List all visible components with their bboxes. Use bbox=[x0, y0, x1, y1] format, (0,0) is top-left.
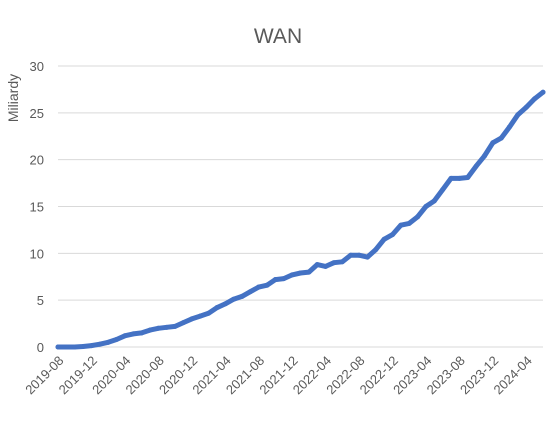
x-axis-ticks: 2019-082019-122020-042020-082020-122021-… bbox=[22, 353, 535, 397]
data-point bbox=[364, 254, 370, 260]
data-point bbox=[323, 263, 329, 269]
data-point bbox=[281, 276, 287, 282]
y-tick-label: 20 bbox=[30, 153, 44, 168]
data-point bbox=[122, 333, 128, 339]
data-point bbox=[289, 272, 295, 278]
y-tick-label: 15 bbox=[30, 200, 44, 215]
data-point bbox=[381, 236, 387, 242]
data-point bbox=[55, 344, 61, 350]
chart-title: WAN bbox=[254, 25, 302, 48]
data-point bbox=[348, 252, 354, 258]
data-point bbox=[97, 341, 103, 347]
data-point bbox=[264, 282, 270, 288]
data-point bbox=[448, 175, 454, 181]
data-point bbox=[490, 140, 496, 146]
data-point bbox=[373, 247, 379, 253]
data-point bbox=[465, 174, 471, 180]
data-point bbox=[498, 135, 504, 141]
data-point bbox=[440, 187, 446, 193]
data-point bbox=[406, 220, 412, 226]
y-tick-label: 5 bbox=[37, 293, 44, 308]
data-point bbox=[515, 112, 521, 118]
data-point bbox=[272, 277, 278, 283]
data-point bbox=[314, 262, 320, 268]
data-point bbox=[147, 327, 153, 333]
data-point bbox=[389, 232, 395, 238]
series-group bbox=[55, 89, 546, 350]
y-tick-label: 0 bbox=[37, 340, 44, 355]
data-point bbox=[80, 344, 86, 350]
data-point bbox=[523, 104, 529, 110]
data-point bbox=[415, 214, 421, 220]
data-point bbox=[339, 259, 345, 265]
data-point bbox=[72, 344, 78, 350]
y-tick-label: 30 bbox=[30, 59, 44, 74]
data-point bbox=[331, 260, 337, 266]
data-point bbox=[114, 337, 120, 343]
data-point bbox=[139, 330, 145, 336]
data-point bbox=[473, 163, 479, 169]
data-point bbox=[105, 339, 111, 345]
y-tick-label: 25 bbox=[30, 106, 44, 121]
data-point bbox=[239, 293, 245, 299]
data-point bbox=[222, 301, 228, 307]
data-point bbox=[431, 198, 437, 204]
y-tick-label: 10 bbox=[30, 246, 44, 261]
data-point bbox=[206, 310, 212, 316]
data-point bbox=[423, 204, 429, 209]
data-point bbox=[356, 252, 362, 258]
data-point bbox=[306, 269, 312, 275]
data-point bbox=[214, 305, 220, 311]
data-point bbox=[231, 296, 237, 302]
data-point bbox=[247, 289, 253, 295]
data-point bbox=[481, 153, 487, 159]
y-axis-ticks: 0 5 10 15 20 25 30 bbox=[30, 59, 44, 355]
data-point bbox=[197, 313, 203, 319]
data-point bbox=[456, 175, 462, 181]
data-point bbox=[63, 344, 69, 350]
data-point bbox=[164, 324, 170, 330]
data-point bbox=[256, 284, 262, 290]
y-axis-label: Miliardy bbox=[5, 74, 21, 122]
data-point bbox=[398, 222, 404, 228]
data-point bbox=[507, 124, 513, 130]
gridlines bbox=[58, 65, 543, 348]
data-point bbox=[532, 96, 538, 102]
series-line bbox=[55, 89, 546, 350]
data-point bbox=[130, 331, 136, 337]
data-point bbox=[189, 316, 195, 322]
data-point bbox=[540, 89, 546, 95]
data-point bbox=[172, 323, 178, 329]
data-point bbox=[155, 325, 161, 331]
data-point bbox=[88, 343, 94, 349]
data-point bbox=[298, 270, 303, 276]
data-point bbox=[180, 320, 186, 326]
